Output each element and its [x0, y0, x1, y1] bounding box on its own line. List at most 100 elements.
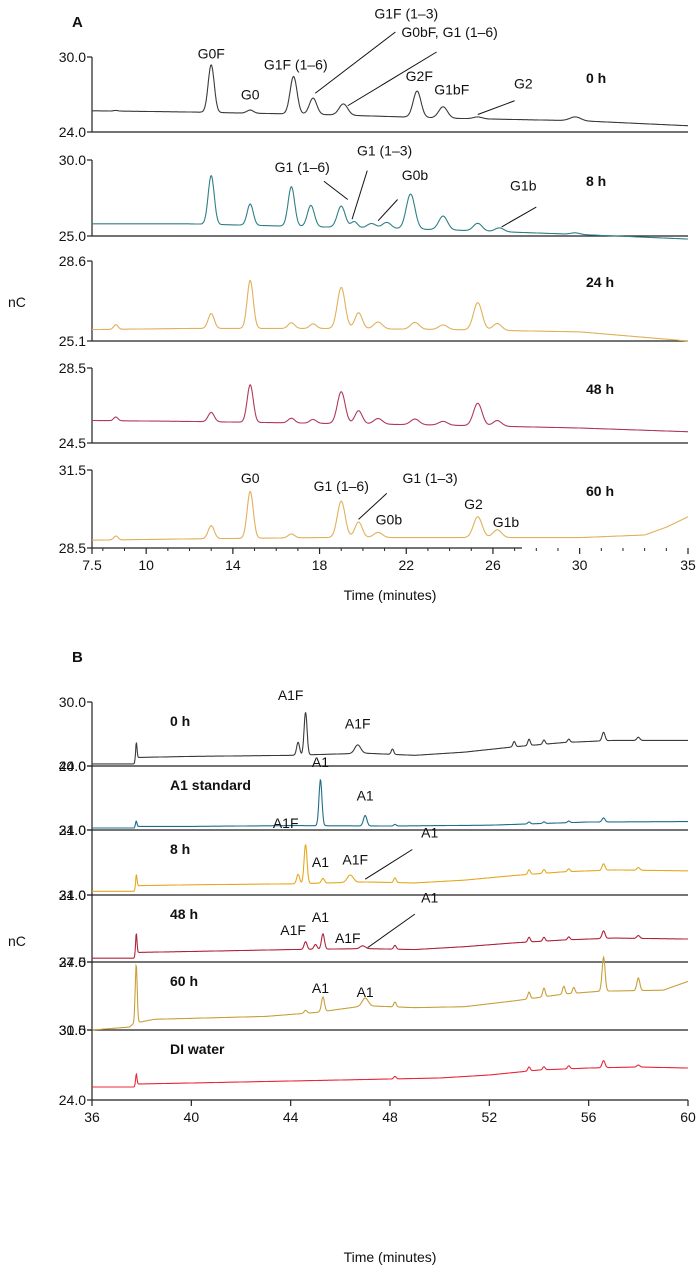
peak-label: A1F [278, 687, 304, 703]
chromatogram-trace [92, 930, 688, 959]
chromatogram-trace [92, 174, 688, 240]
peak-label: A1 [312, 754, 329, 770]
peak-label: G1F (1–6) [264, 57, 328, 73]
chromatogram-trace [92, 844, 688, 892]
peak-label: A1 [312, 854, 329, 870]
peak-label: A1 [421, 890, 438, 906]
subplot-label: 60 h [586, 483, 614, 499]
leader-line [351, 170, 368, 220]
x-tick-label: 30 [572, 557, 588, 573]
x-tick-label: 10 [138, 557, 154, 573]
x-tick-label: 18 [312, 557, 328, 573]
y-axis-label: nC [8, 294, 26, 310]
x-tick-label: 48 [382, 1109, 398, 1125]
x-axis-label: Time (minutes) [344, 1249, 437, 1265]
y-tick-label: 28.5 [59, 540, 86, 556]
peak-label: A1F [335, 930, 361, 946]
subplot-label: 0 h [170, 713, 190, 729]
x-tick-label: 7.5 [82, 557, 102, 573]
peak-label: G0 [241, 470, 260, 486]
y-tick-label: 24.5 [59, 435, 86, 451]
y-tick-label: 30.0 [59, 694, 86, 710]
subplot-label: 60 h [170, 973, 198, 989]
peak-label: G2 [514, 75, 533, 91]
x-tick-label: 22 [398, 557, 414, 573]
leader-line [501, 206, 537, 228]
y-tick-label: 24.0 [59, 124, 86, 140]
peak-label: G0 [241, 87, 260, 103]
peak-label: G0bF, G1 (1–6) [401, 24, 498, 40]
x-tick-label: 52 [482, 1109, 498, 1125]
leader-line [323, 180, 349, 200]
subplot-24-h: 28.6 25.1 24 h [59, 253, 688, 349]
peak-label: A1 [312, 980, 329, 996]
peak-label: G1b [510, 177, 537, 193]
y-tick-label: 28.6 [59, 253, 86, 269]
y-tick-label: 24.0 [59, 758, 86, 774]
peak-label: A1 [357, 787, 374, 803]
leader-line [367, 913, 416, 949]
leader-line [358, 493, 388, 520]
peak-label: G1 (1–3) [357, 142, 412, 158]
y-tick-label: 25.1 [59, 333, 86, 349]
y-tick-label: 24.0 [59, 887, 86, 903]
subplot-di-water: 31.0 24.0 DI water [59, 1022, 688, 1108]
subplot-label: 8 h [586, 173, 606, 189]
x-tick-label: 26 [485, 557, 501, 573]
peak-label: G0F [198, 45, 225, 61]
chromatogram-trace [92, 490, 689, 541]
leader-line [377, 199, 398, 222]
subplot-60-h: 37.5 30.5 60 h A1 A1 [59, 954, 689, 1038]
peak-label: G2 [464, 496, 483, 512]
chromatogram-trace [92, 955, 689, 1031]
x-tick-label: 14 [225, 557, 241, 573]
panel-tag: A [72, 14, 83, 31]
leader-line [477, 100, 515, 115]
leader-line [347, 51, 437, 107]
y-tick-label: 28.5 [59, 360, 86, 376]
peak-label: G2F [406, 68, 433, 84]
chromatogram-trace [92, 712, 688, 765]
x-tick-label: 56 [581, 1109, 597, 1125]
subplot-label: 48 h [586, 381, 614, 397]
chromatogram-trace [92, 1060, 688, 1088]
subplot-label: A1 standard [170, 777, 251, 793]
subplot-48-h: 28.5 24.5 48 h [59, 360, 689, 451]
peak-label: A1F [273, 815, 299, 831]
peak-label: G1bF [434, 82, 469, 98]
peak-label: A1 [421, 824, 438, 840]
x-tick-label: 44 [283, 1109, 299, 1125]
leader-line [314, 31, 396, 94]
x-axis-label: Time (minutes) [344, 587, 437, 603]
chromatogram-trace [92, 64, 689, 127]
y-tick-label: 31.0 [59, 822, 86, 838]
peak-label: G1 (1–3) [402, 470, 457, 486]
peak-label: A1 [312, 909, 329, 925]
panel-tag: B [72, 649, 83, 666]
y-tick-label: 24.0 [59, 822, 86, 838]
y-tick-label: 30.0 [59, 49, 86, 65]
y-tick-label: 30.0 [59, 152, 86, 168]
chromatogram-trace [92, 778, 688, 829]
subplot-8-h: 30.0 25.0 8 h G1 (1–6) G1 (1–3) G0b G1b [59, 142, 688, 244]
peak-label: G0b [376, 512, 403, 528]
subplot-60-h: 31.5 28.5 60 h G0 G1 (1–6) G1 (1–3) G0b G2 G1b [59, 462, 689, 556]
y-tick-label: 31.0 [59, 1022, 86, 1038]
chromatogram-trace [92, 384, 689, 433]
y-tick-label: 24.0 [59, 1092, 86, 1108]
subplot-label: 8 h [170, 841, 190, 857]
peak-label: G1 (1–6) [314, 478, 369, 494]
y-tick-label: 31.0 [59, 887, 86, 903]
peak-label: G1F (1–3) [374, 5, 438, 21]
y-tick-label: 30.5 [59, 1022, 86, 1038]
peak-label: A1F [342, 851, 368, 867]
y-tick-label: 24.0 [59, 954, 86, 970]
peak-label: A1 [357, 984, 374, 1000]
y-tick-label: 40.0 [59, 758, 86, 774]
x-tick-label: 40 [184, 1109, 200, 1125]
subplot-label: DI water [170, 1041, 225, 1057]
subplot-label: 0 h [586, 70, 606, 86]
